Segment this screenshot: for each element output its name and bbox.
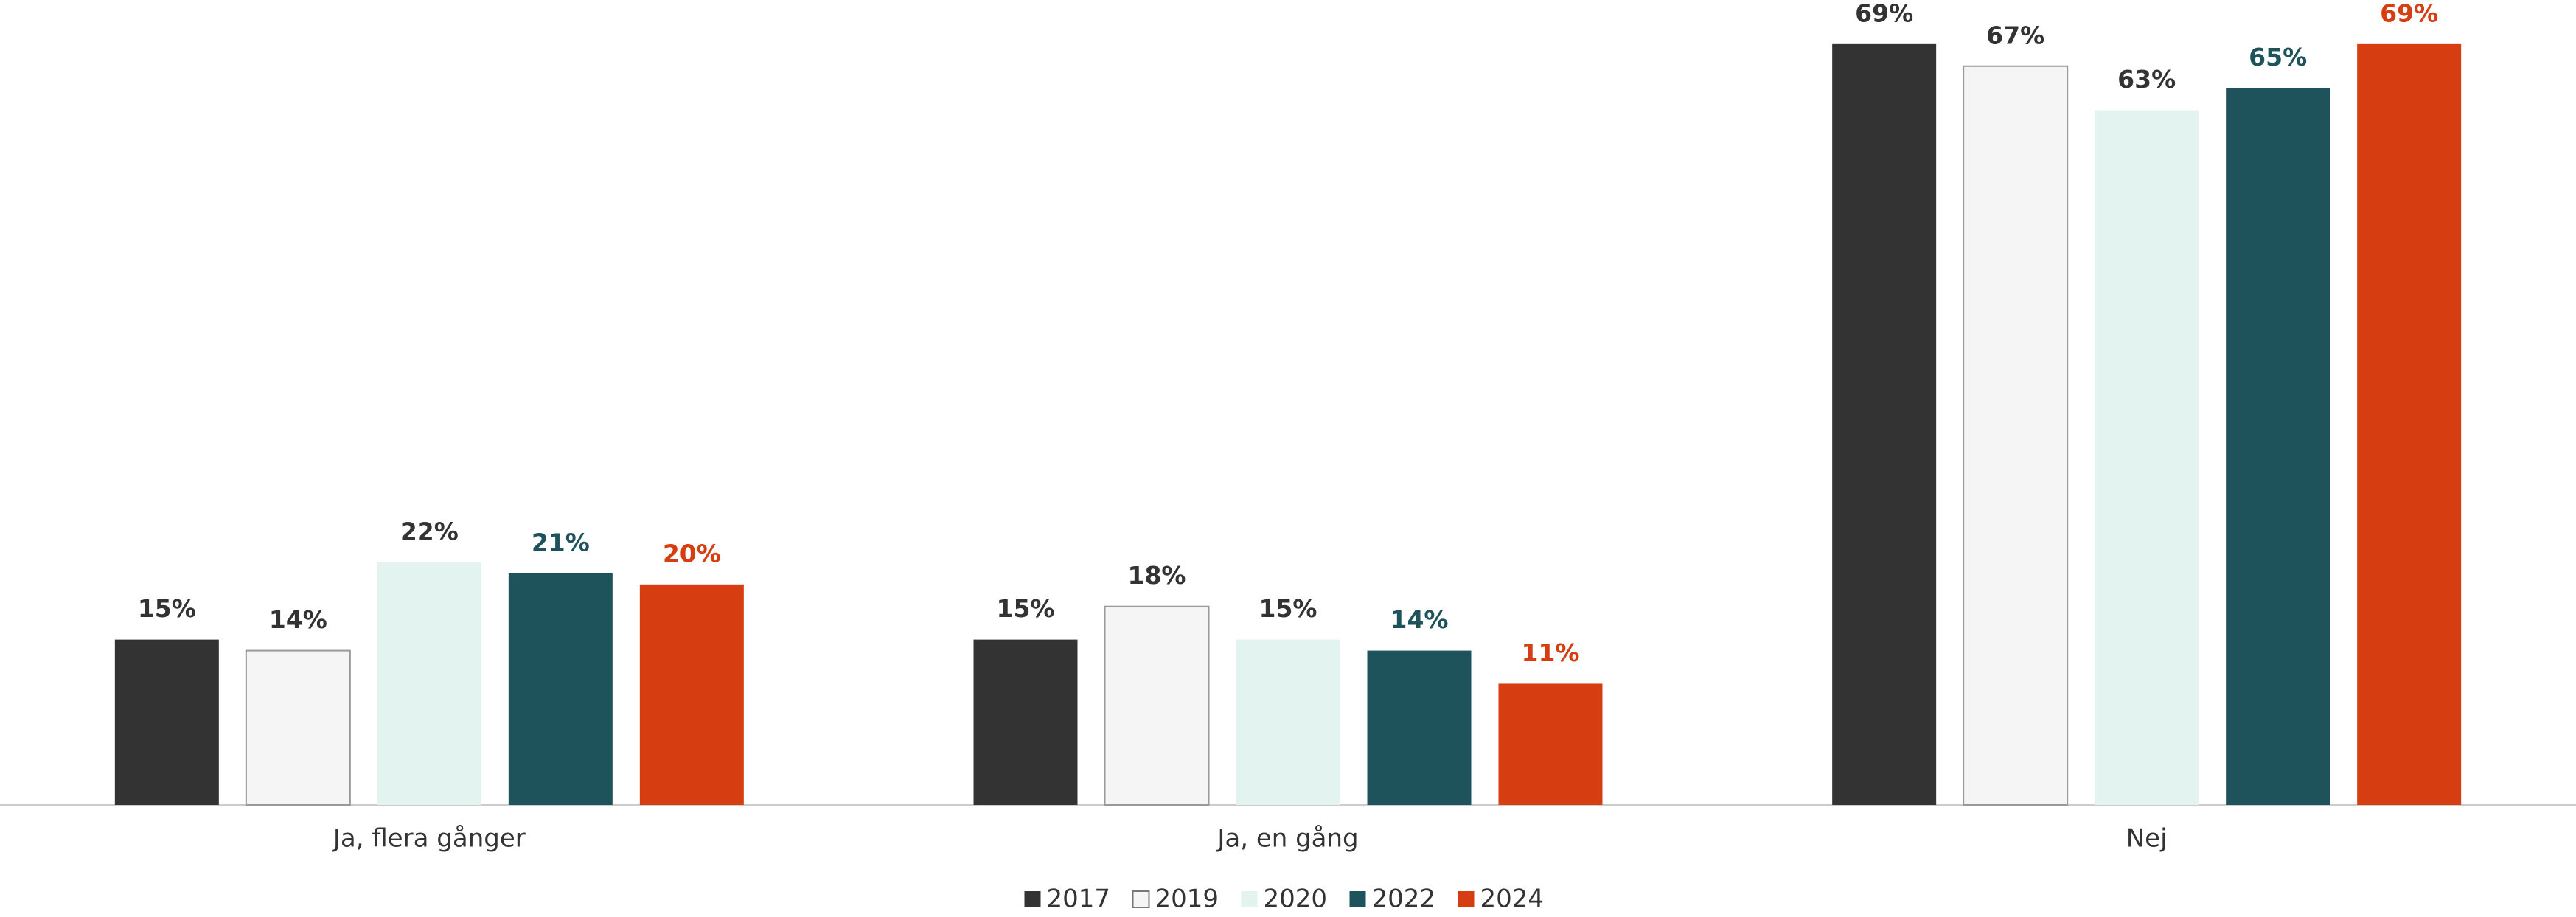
bar	[1832, 43, 1937, 806]
bar	[2357, 43, 2462, 806]
value-label: 14%	[1390, 605, 1449, 634]
bar	[1963, 65, 2069, 806]
legend-label: 2019	[1155, 885, 1219, 914]
value-label: 22%	[400, 517, 459, 545]
legend-label: 2022	[1372, 885, 1436, 914]
legend-label: 2024	[1480, 885, 1545, 914]
x-tick-label: Ja, flera gånger	[332, 824, 526, 854]
bar	[377, 562, 481, 805]
bar	[508, 573, 613, 805]
value-label: 11%	[1522, 638, 1580, 667]
bar	[973, 639, 1078, 805]
legend-swatch	[1024, 891, 1041, 907]
legend-swatch	[1349, 891, 1366, 907]
bar	[1367, 650, 1472, 805]
value-label: 63%	[2117, 65, 2176, 94]
value-label: 67%	[1986, 21, 2044, 49]
x-tick-label: Nej	[2126, 824, 2168, 854]
bar	[1498, 683, 1603, 805]
bar	[114, 639, 219, 805]
value-label: 15%	[997, 594, 1055, 623]
value-label: 69%	[2380, 0, 2438, 27]
legend-swatch	[1241, 891, 1258, 907]
bar	[1104, 605, 1210, 806]
bar	[639, 584, 744, 805]
bar	[2095, 110, 2199, 805]
legend-label: 2017	[1047, 885, 1111, 914]
value-label: 21%	[532, 528, 590, 557]
legend-swatch	[1132, 890, 1150, 908]
legend-label: 2020	[1264, 885, 1328, 914]
bar	[245, 649, 351, 806]
value-label: 18%	[1128, 561, 1186, 590]
bar	[1236, 639, 1340, 805]
value-label: 15%	[138, 594, 196, 623]
value-label: 14%	[269, 605, 327, 634]
value-label: 65%	[2249, 43, 2307, 72]
value-label: 15%	[1259, 594, 1317, 623]
legend-swatch	[1458, 891, 1475, 907]
value-label: 69%	[1855, 0, 1913, 27]
value-label: 20%	[663, 539, 721, 568]
bar	[2226, 88, 2330, 805]
x-tick-label: Ja, en gång	[1216, 824, 1358, 854]
